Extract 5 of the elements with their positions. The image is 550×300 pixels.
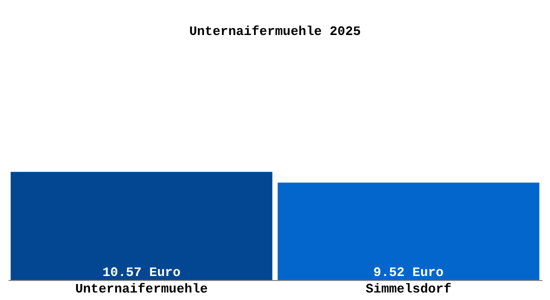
x-tick-label: Unternaifermuehle (75, 282, 208, 296)
x-tick-label: Simmelsdorf (366, 282, 452, 296)
data-label: 9.52 Euro (373, 265, 444, 280)
data-label: 10.57 Euro (102, 265, 181, 280)
chart-title: Unternaifermuehle 2025 (189, 24, 362, 39)
